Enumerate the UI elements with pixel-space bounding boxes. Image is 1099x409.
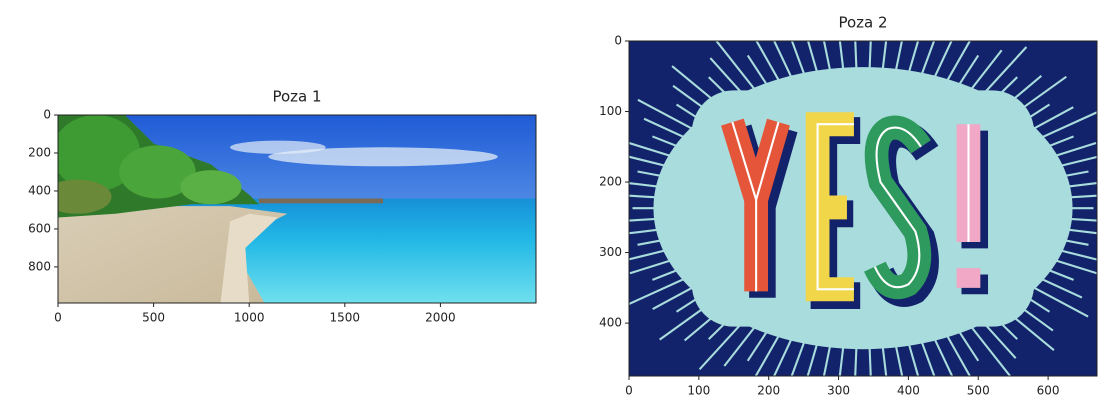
y-tick-label: 400 (28, 183, 51, 197)
x-tick-label: 0 (54, 311, 62, 325)
x-tick-label: 500 (142, 311, 165, 325)
x-tick-label: 1000 (234, 311, 265, 325)
y-tick-label: 200 (599, 175, 622, 189)
x-tick-label: 100 (687, 384, 710, 398)
y-tick-label: 600 (28, 221, 51, 235)
x-tick-label: 600 (1037, 384, 1060, 398)
x-tick-label: 2000 (425, 311, 456, 325)
y-tick-label: 0 (43, 108, 51, 122)
x-tick-label: 1500 (330, 311, 361, 325)
image-beach (43, 115, 536, 303)
x-tick-label: 400 (897, 384, 920, 398)
image-yes (598, 4, 1099, 409)
figure: Poza 105001000150020000200400600800Poza … (0, 0, 1099, 409)
x-tick-label: 500 (967, 384, 990, 398)
axes-title: Poza 1 (272, 88, 321, 106)
y-tick-label: 200 (28, 145, 51, 159)
x-tick-label: 0 (625, 384, 633, 398)
y-tick-label: 300 (599, 245, 622, 259)
x-tick-label: 300 (827, 384, 850, 398)
y-tick-label: 0 (614, 34, 622, 48)
y-tick-label: 400 (599, 316, 622, 330)
y-tick-label: 100 (599, 104, 622, 118)
y-tick-label: 800 (28, 259, 51, 273)
x-tick-label: 200 (757, 384, 780, 398)
axes-title: Poza 2 (838, 14, 887, 32)
